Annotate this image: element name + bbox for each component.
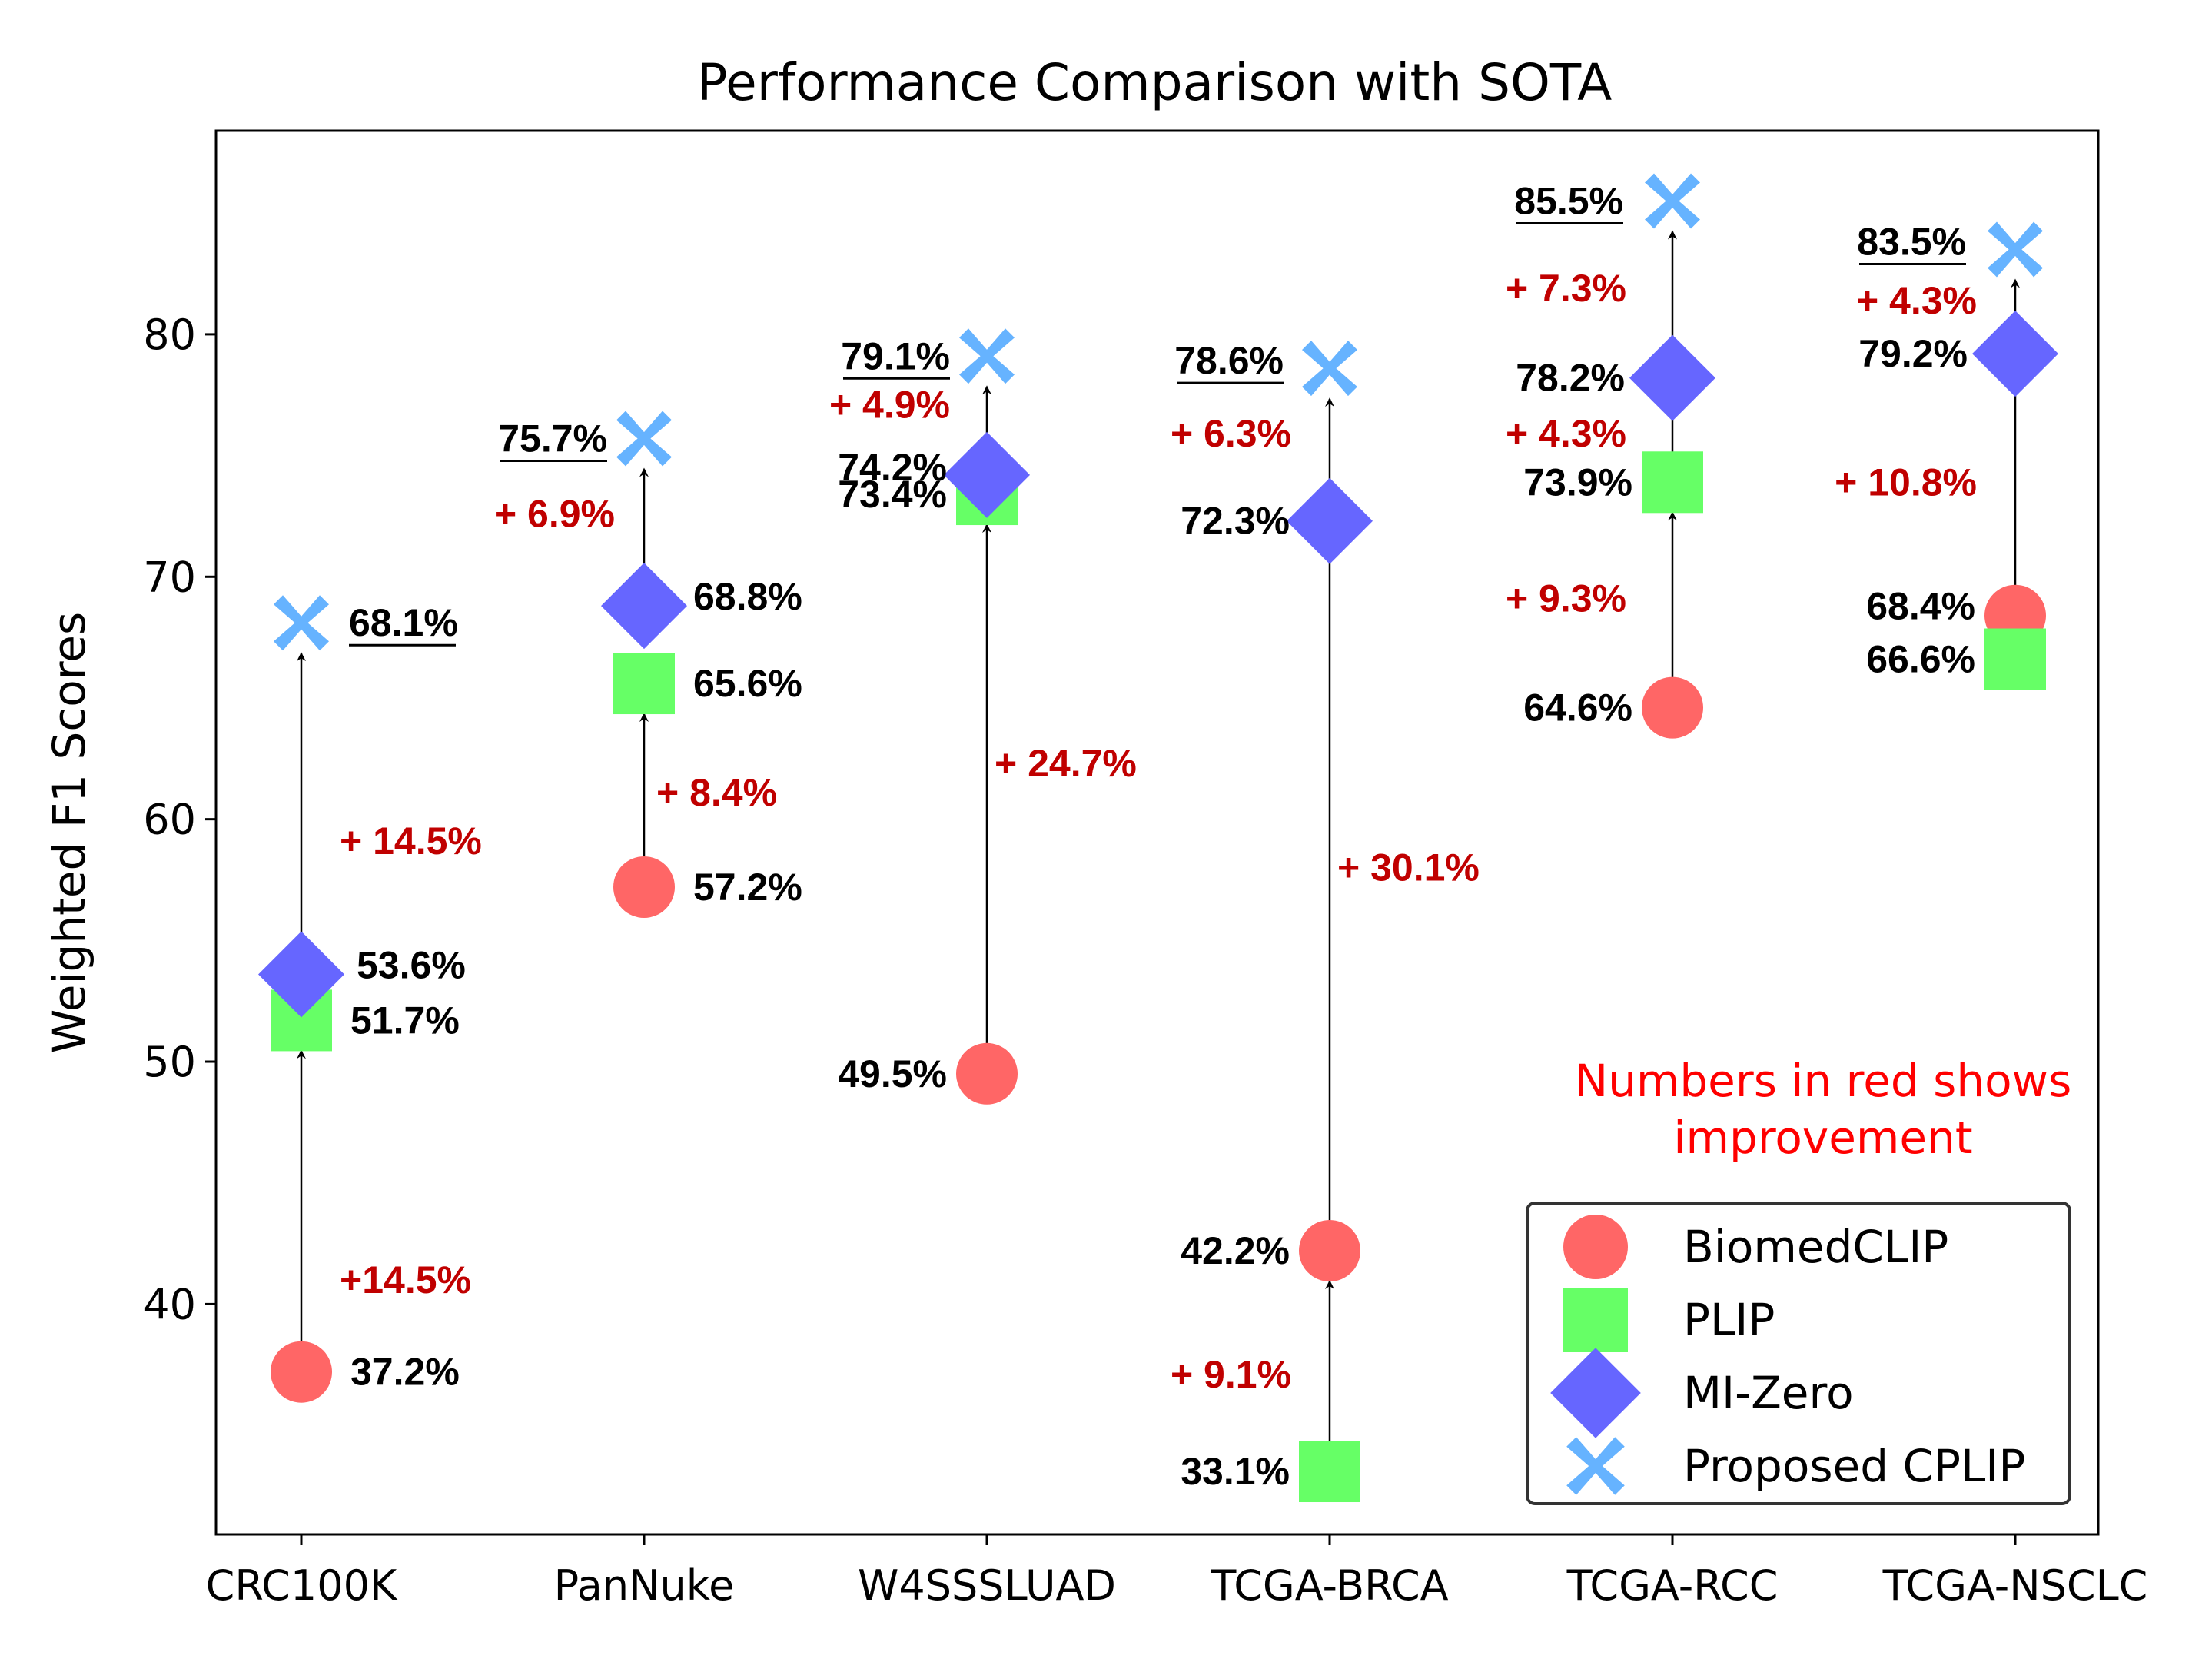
y-tick-label: 80: [143, 311, 196, 359]
plip-value-label: 73.9%: [1523, 460, 1632, 504]
improvement-label: + 30.1%: [1337, 846, 1480, 889]
plip-value-label: 65.6%: [693, 662, 802, 705]
biomedclip-value-label: 49.5%: [838, 1052, 947, 1095]
plip-marker: [1299, 1441, 1360, 1503]
plip-legend-marker: [1563, 1288, 1628, 1352]
biomedclip-value-label: 57.2%: [693, 866, 802, 909]
mi-zero-marker: [601, 563, 687, 650]
mi-zero-marker: [1972, 311, 2058, 397]
plip-value-label: 33.1%: [1181, 1450, 1290, 1493]
biomedclip-value-label: 68.4%: [1866, 585, 1975, 628]
mi-zero-value-label: 74.2%: [838, 446, 947, 489]
improvement-label: + 8.4%: [656, 771, 777, 814]
plip-marker: [1642, 451, 1703, 514]
mi-zero-legend-marker: [1550, 1348, 1641, 1438]
biomedclip-legend-label: BiomedCLIP: [1683, 1221, 1948, 1273]
plip-legend-label: PLIP: [1683, 1294, 1775, 1346]
y-tick-label: 70: [143, 553, 196, 601]
y-axis-label: Weighted F1 Scores: [43, 612, 95, 1053]
cplip-marker: [1645, 173, 1700, 229]
cplip-marker: [959, 328, 1015, 384]
biomedclip-marker: [1642, 676, 1703, 739]
cplip-value-label: 75.7%: [498, 417, 607, 460]
cplip-value-label: 79.1%: [841, 334, 950, 377]
plip-value-label: 51.7%: [350, 999, 460, 1042]
mi-zero-value-label: 68.8%: [693, 575, 802, 618]
mi-zero-legend-label: MI-Zero: [1683, 1367, 1854, 1419]
improvement-label: + 24.7%: [995, 742, 1137, 785]
x-tick-label: TCGA-RCC: [1566, 1561, 1779, 1610]
mi-zero-marker: [1287, 477, 1373, 564]
mi-zero-marker: [944, 431, 1030, 518]
mi-zero-value-label: 79.2%: [1858, 332, 1968, 375]
improvement-note: Numbers in red shows: [1575, 1055, 2072, 1107]
biomedclip-marker: [613, 856, 675, 918]
cplip-legend-marker: [1566, 1437, 1625, 1495]
improvement-label: + 10.8%: [1835, 460, 1977, 504]
improvement-label: + 7.3%: [1506, 267, 1626, 310]
mi-zero-value-label: 78.2%: [1516, 357, 1625, 400]
legend-box: [1526, 1202, 2071, 1505]
x-tick-label: CRC100K: [206, 1561, 398, 1610]
y-tick-label: 50: [143, 1038, 196, 1086]
plot-frame: [214, 129, 2100, 1536]
x-tick-label: W4SSSLUAD: [858, 1561, 1116, 1610]
improvement-note: improvement: [1673, 1112, 1972, 1164]
improvement-label: + 4.3%: [1856, 279, 1977, 322]
improvement-label: +14.5%: [340, 1258, 471, 1301]
biomedclip-marker: [1299, 1220, 1360, 1282]
cplip-marker: [616, 411, 672, 467]
improvement-label: + 6.3%: [1171, 412, 1291, 455]
legend: BiomedCLIP PLIP MI-Zero Proposed CPLIP: [1526, 1202, 2071, 1505]
improvement-label: + 14.5%: [340, 819, 482, 863]
cplip-value-label: 78.6%: [1174, 339, 1284, 382]
x-tick-label: TCGA-NSCLC: [1882, 1561, 2148, 1610]
mi-zero-value-label: 72.3%: [1181, 500, 1290, 543]
biomedclip-value-label: 37.2%: [350, 1351, 460, 1394]
mi-zero-marker: [1629, 334, 1715, 421]
biomedclip-marker: [956, 1042, 1018, 1105]
cplip-marker: [274, 595, 329, 651]
cplip-value-label: 68.1%: [349, 601, 458, 644]
biomedclip-legend-marker: [1563, 1215, 1628, 1279]
x-tick-label: TCGA-BRCA: [1210, 1561, 1448, 1610]
improvement-label: + 9.3%: [1506, 577, 1626, 620]
biomedclip-value-label: 64.6%: [1523, 686, 1632, 730]
plip-value-label: 73.4%: [838, 473, 947, 516]
y-tick-label: 60: [143, 796, 196, 844]
improvement-label: + 9.1%: [1171, 1353, 1291, 1396]
cplip-legend-label: Proposed CPLIP: [1683, 1440, 2025, 1492]
mi-zero-marker: [258, 931, 344, 1018]
biomedclip-marker: [271, 1341, 332, 1403]
y-tick-label: 40: [143, 1280, 196, 1328]
cplip-value-label: 85.5%: [1514, 179, 1623, 222]
cplip-marker: [1988, 221, 2043, 278]
plip-marker: [1984, 628, 2046, 690]
cplip-value-label: 83.5%: [1857, 221, 1966, 264]
improvement-label: + 6.9%: [494, 492, 615, 535]
improvement-label: + 4.9%: [829, 383, 950, 426]
improvement-label: + 4.3%: [1506, 412, 1626, 455]
plip-marker: [613, 653, 675, 715]
cplip-marker: [1302, 341, 1357, 397]
chart-title: Performance Comparison with SOTA: [697, 53, 1613, 112]
x-tick-label: PanNuke: [554, 1561, 735, 1610]
plip-value-label: 66.6%: [1866, 638, 1975, 681]
mi-zero-value-label: 53.6%: [357, 943, 466, 986]
biomedclip-value-label: 42.2%: [1181, 1229, 1290, 1272]
